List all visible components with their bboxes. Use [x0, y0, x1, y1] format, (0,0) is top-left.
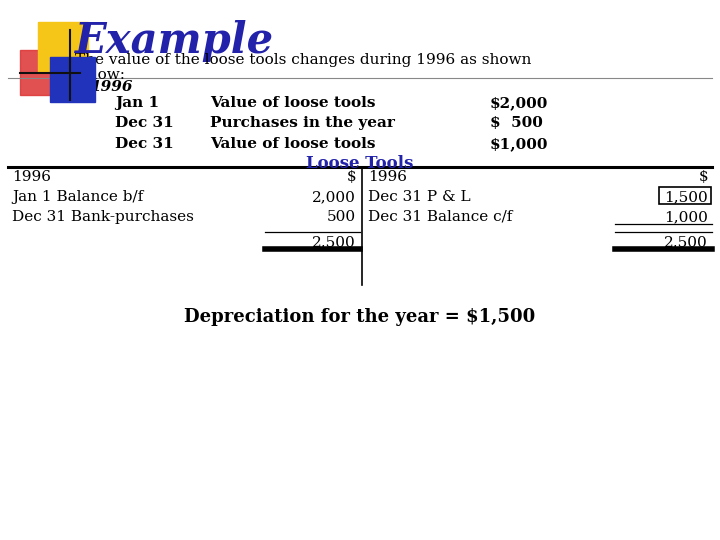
Bar	[20, 50, 65, 95]
Text: Jan 1: Jan 1	[115, 96, 159, 110]
Text: 1996: 1996	[368, 170, 407, 184]
Text: Dec 31: Dec 31	[115, 137, 174, 151]
Text: Dec 31 Balance c/f: Dec 31 Balance c/f	[368, 210, 513, 224]
Text: below:: below:	[75, 68, 126, 82]
Text: Dec 31 P & L: Dec 31 P & L	[368, 190, 471, 204]
Text: $: $	[698, 170, 708, 184]
Bar	[659, 187, 711, 204]
Text: 1996: 1996	[90, 80, 132, 94]
Bar	[50, 57, 95, 102]
Text: $  500: $ 500	[490, 116, 543, 130]
Text: Depreciation for the year = $1,500: Depreciation for the year = $1,500	[184, 308, 536, 326]
Text: $2,000: $2,000	[490, 96, 549, 110]
Text: Purchases in the year: Purchases in the year	[210, 116, 395, 130]
Text: Value of loose tools: Value of loose tools	[210, 96, 376, 110]
Text: Dec 31: Dec 31	[115, 116, 174, 130]
Text: $: $	[346, 170, 356, 184]
Text: Example: Example	[75, 20, 274, 62]
Text: 1996: 1996	[12, 170, 51, 184]
Bar	[38, 22, 88, 72]
Text: 2,000: 2,000	[312, 190, 356, 204]
Text: 2,500: 2,500	[312, 235, 356, 249]
Text: 2,500: 2,500	[665, 235, 708, 249]
Text: Value of loose tools: Value of loose tools	[210, 137, 376, 151]
Text: Jan 1 Balance b/f: Jan 1 Balance b/f	[12, 190, 143, 204]
Text: Loose Tools: Loose Tools	[306, 155, 414, 172]
Text: $1,000: $1,000	[490, 137, 549, 151]
Text: Dec 31 Bank-purchases: Dec 31 Bank-purchases	[12, 210, 194, 224]
Text: The value of the loose tools changes during 1996 as shown: The value of the loose tools changes dur…	[75, 53, 531, 67]
Text: 1,500: 1,500	[665, 190, 708, 204]
Text: 500: 500	[327, 210, 356, 224]
Text: 1,000: 1,000	[664, 210, 708, 224]
